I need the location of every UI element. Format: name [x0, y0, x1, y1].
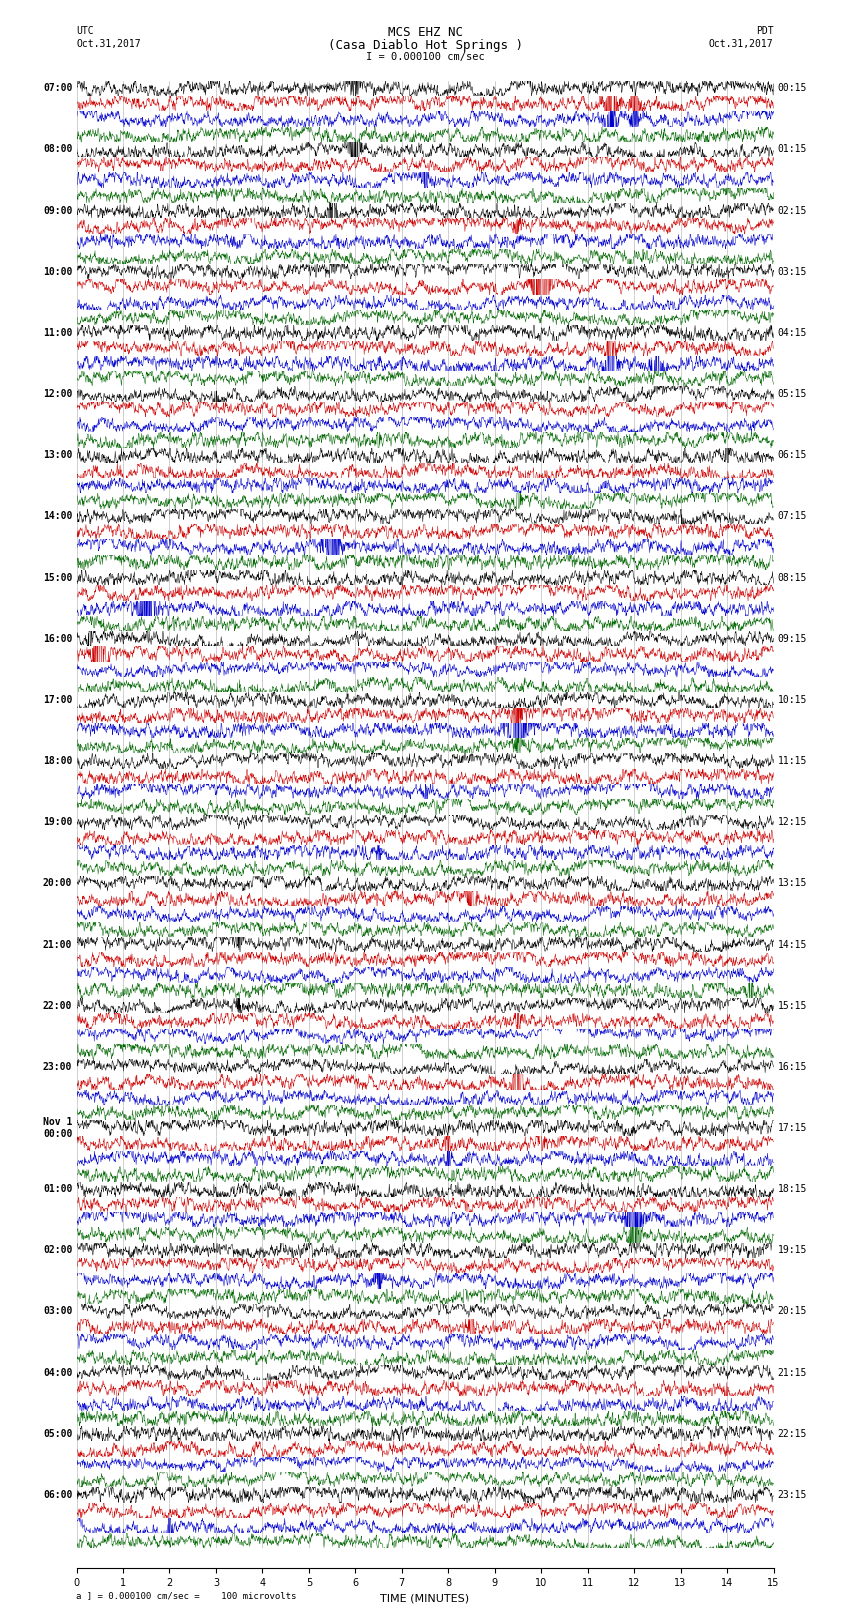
Text: 06:00: 06:00 — [42, 1490, 72, 1500]
Text: 18:00: 18:00 — [42, 756, 72, 766]
Text: 11:15: 11:15 — [778, 756, 807, 766]
Text: 00:15: 00:15 — [778, 84, 807, 94]
Text: 08:15: 08:15 — [778, 573, 807, 582]
Text: 22:00: 22:00 — [42, 1000, 72, 1011]
Text: 16:00: 16:00 — [42, 634, 72, 644]
Text: MCS EHZ NC: MCS EHZ NC — [388, 26, 462, 39]
Text: 07:15: 07:15 — [778, 511, 807, 521]
Text: 13:00: 13:00 — [42, 450, 72, 460]
Text: 10:15: 10:15 — [778, 695, 807, 705]
Text: 05:15: 05:15 — [778, 389, 807, 398]
Text: Oct.31,2017: Oct.31,2017 — [709, 39, 774, 48]
Text: UTC: UTC — [76, 26, 94, 35]
Text: 10:00: 10:00 — [42, 266, 72, 277]
Text: 02:15: 02:15 — [778, 205, 807, 216]
Text: 06:15: 06:15 — [778, 450, 807, 460]
Text: 22:15: 22:15 — [778, 1429, 807, 1439]
Text: 21:15: 21:15 — [778, 1368, 807, 1378]
Text: Nov 1
00:00: Nov 1 00:00 — [42, 1118, 72, 1139]
Text: 05:00: 05:00 — [42, 1429, 72, 1439]
Text: 20:00: 20:00 — [42, 879, 72, 889]
Text: 07:00: 07:00 — [42, 84, 72, 94]
Text: 18:15: 18:15 — [778, 1184, 807, 1194]
Text: 23:15: 23:15 — [778, 1490, 807, 1500]
Text: 13:15: 13:15 — [778, 879, 807, 889]
Text: 03:00: 03:00 — [42, 1307, 72, 1316]
Text: 19:00: 19:00 — [42, 818, 72, 827]
Text: I = 0.000100 cm/sec: I = 0.000100 cm/sec — [366, 52, 484, 61]
Text: (Casa Diablo Hot Springs ): (Casa Diablo Hot Springs ) — [327, 39, 523, 52]
Text: PDT: PDT — [756, 26, 774, 35]
Text: 21:00: 21:00 — [42, 939, 72, 950]
Text: 14:00: 14:00 — [42, 511, 72, 521]
Text: 09:00: 09:00 — [42, 205, 72, 216]
Text: 04:15: 04:15 — [778, 327, 807, 339]
Text: 11:00: 11:00 — [42, 327, 72, 339]
Text: 23:00: 23:00 — [42, 1061, 72, 1073]
Text: 17:15: 17:15 — [778, 1123, 807, 1132]
Text: 14:15: 14:15 — [778, 939, 807, 950]
Text: 12:00: 12:00 — [42, 389, 72, 398]
Text: 15:00: 15:00 — [42, 573, 72, 582]
Text: 04:00: 04:00 — [42, 1368, 72, 1378]
Text: 15:15: 15:15 — [778, 1000, 807, 1011]
Text: 16:15: 16:15 — [778, 1061, 807, 1073]
Text: 01:15: 01:15 — [778, 145, 807, 155]
X-axis label: TIME (MINUTES): TIME (MINUTES) — [381, 1594, 469, 1603]
Text: 08:00: 08:00 — [42, 145, 72, 155]
Text: 03:15: 03:15 — [778, 266, 807, 277]
Text: 12:15: 12:15 — [778, 818, 807, 827]
Text: 19:15: 19:15 — [778, 1245, 807, 1255]
Text: Oct.31,2017: Oct.31,2017 — [76, 39, 141, 48]
Text: 02:00: 02:00 — [42, 1245, 72, 1255]
Text: a ] = 0.000100 cm/sec =    100 microvolts: a ] = 0.000100 cm/sec = 100 microvolts — [76, 1590, 297, 1600]
Text: 17:00: 17:00 — [42, 695, 72, 705]
Text: 09:15: 09:15 — [778, 634, 807, 644]
Text: 01:00: 01:00 — [42, 1184, 72, 1194]
Text: 20:15: 20:15 — [778, 1307, 807, 1316]
